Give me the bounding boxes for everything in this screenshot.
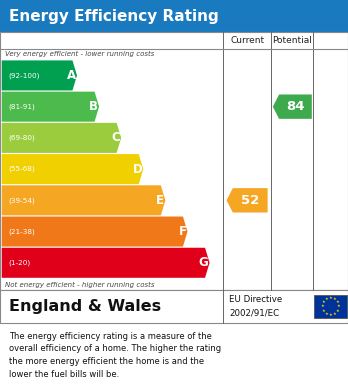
Text: (39-54): (39-54): [8, 197, 35, 204]
Polygon shape: [2, 217, 188, 247]
Text: ★: ★: [329, 296, 332, 300]
Text: Potential: Potential: [272, 36, 312, 45]
Text: ★: ★: [325, 312, 329, 316]
Text: (55-68): (55-68): [8, 166, 35, 172]
Text: ★: ★: [322, 300, 326, 304]
FancyBboxPatch shape: [314, 295, 347, 318]
Polygon shape: [227, 188, 268, 213]
FancyBboxPatch shape: [0, 290, 348, 323]
Text: E: E: [156, 194, 164, 207]
Polygon shape: [2, 91, 99, 122]
Text: Not energy efficient - higher running costs: Not energy efficient - higher running co…: [5, 282, 155, 287]
Text: D: D: [133, 163, 142, 176]
Polygon shape: [2, 60, 77, 90]
Polygon shape: [2, 154, 143, 184]
Text: EU Directive
2002/91/EC: EU Directive 2002/91/EC: [229, 295, 282, 317]
Text: (21-38): (21-38): [8, 228, 35, 235]
Text: ★: ★: [329, 313, 332, 317]
Text: ★: ★: [325, 297, 329, 301]
Text: F: F: [179, 225, 187, 238]
Polygon shape: [2, 248, 209, 278]
Text: ★: ★: [333, 297, 336, 301]
Text: England & Wales: England & Wales: [9, 299, 161, 314]
Text: A: A: [67, 69, 76, 82]
Text: (69-80): (69-80): [8, 135, 35, 141]
Text: ★: ★: [322, 308, 326, 313]
Text: (92-100): (92-100): [8, 72, 39, 79]
Text: ★: ★: [333, 312, 336, 316]
Text: 52: 52: [241, 194, 259, 207]
Polygon shape: [273, 95, 312, 119]
Text: Current: Current: [230, 36, 264, 45]
Text: C: C: [111, 131, 120, 144]
FancyBboxPatch shape: [0, 0, 348, 32]
Text: ★: ★: [321, 304, 325, 308]
Polygon shape: [2, 123, 121, 153]
Text: (1-20): (1-20): [8, 260, 30, 266]
Text: G: G: [199, 256, 208, 269]
Text: B: B: [89, 100, 98, 113]
FancyBboxPatch shape: [0, 32, 348, 290]
Text: The energy efficiency rating is a measure of the
overall efficiency of a home. T: The energy efficiency rating is a measur…: [9, 332, 221, 379]
Text: Energy Efficiency Rating: Energy Efficiency Rating: [9, 9, 219, 24]
Text: 84: 84: [286, 100, 305, 113]
Text: (81-91): (81-91): [8, 103, 35, 110]
Polygon shape: [2, 185, 165, 215]
Text: ★: ★: [337, 304, 340, 308]
Text: ★: ★: [335, 308, 339, 313]
Text: Very energy efficient - lower running costs: Very energy efficient - lower running co…: [5, 51, 155, 57]
Text: ★: ★: [335, 300, 339, 304]
